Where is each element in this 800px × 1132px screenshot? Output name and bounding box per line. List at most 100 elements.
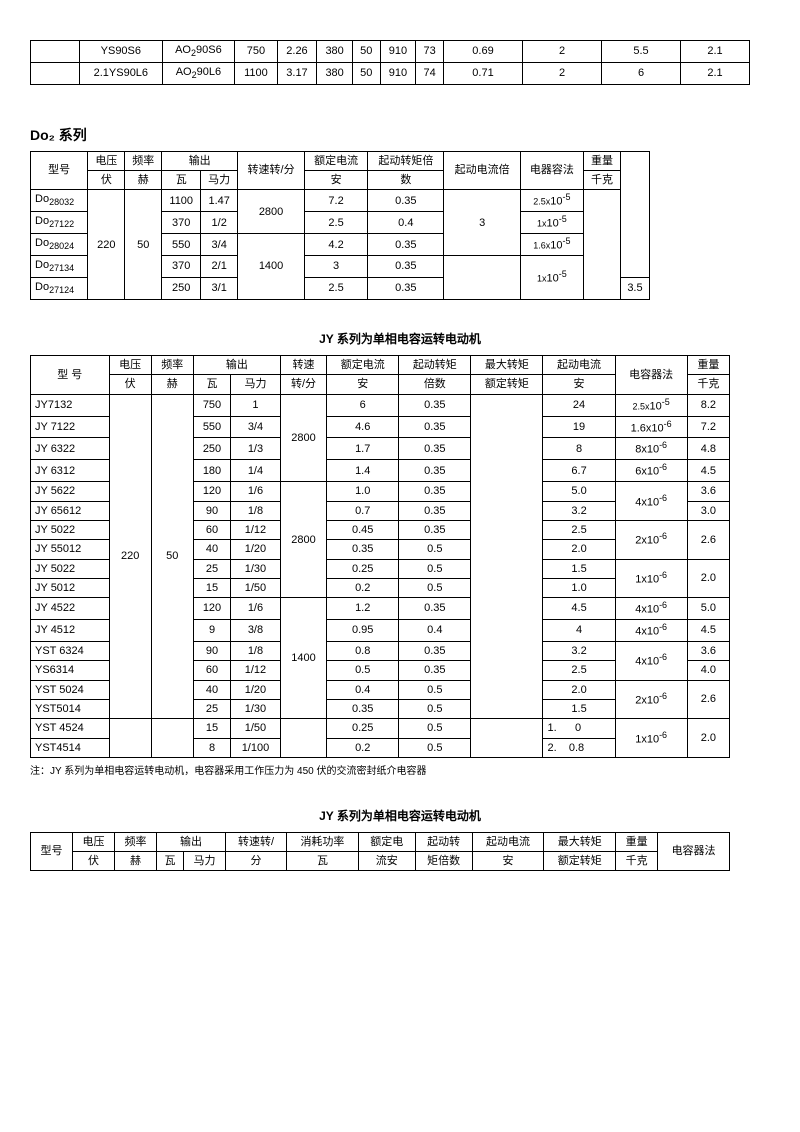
- cell: 1/20: [231, 540, 281, 559]
- cell: 750: [193, 394, 230, 416]
- cell: 1x10-5: [520, 256, 583, 300]
- cell: 50: [151, 394, 193, 719]
- cell: 0.4: [327, 680, 399, 699]
- header: 伏: [72, 852, 114, 871]
- cell: AO290L6: [162, 62, 234, 84]
- header: 型号: [31, 832, 73, 871]
- do2-table: 型号 电压 频率 输出 转速转/分 额定电流 起动转矩倍 起动电流倍 电器容法 …: [30, 151, 650, 300]
- header: 电容器法: [615, 355, 687, 394]
- cell: 2.0: [543, 680, 615, 699]
- cell: 0.35: [399, 661, 471, 680]
- cell: 3/8: [231, 620, 281, 642]
- header: 电压: [109, 355, 151, 374]
- header: 流安: [358, 852, 415, 871]
- cell: 4.0: [687, 661, 729, 680]
- cell: 2800: [280, 482, 326, 598]
- header: 输出: [162, 151, 238, 170]
- cell: 220: [109, 394, 151, 719]
- cell: 1/6: [231, 482, 281, 501]
- cell: 0.4: [399, 620, 471, 642]
- header: 额定电流: [327, 355, 399, 374]
- cell: 1.2: [327, 598, 399, 620]
- header: 赫: [125, 171, 162, 190]
- header: 重量: [583, 151, 620, 170]
- header: 千克: [687, 375, 729, 394]
- header: 电器容法: [520, 151, 583, 190]
- cell: 3.5: [620, 278, 649, 300]
- cell: 2800: [280, 394, 326, 482]
- cell: 3.6: [687, 642, 729, 661]
- cell: 370: [162, 256, 201, 278]
- cell: JY 5022: [31, 520, 110, 539]
- cell: 1x10-5: [520, 212, 583, 234]
- cell: 1.7: [327, 438, 399, 460]
- header: 安: [472, 852, 544, 871]
- cell: 0.25: [327, 559, 399, 578]
- cell: [471, 394, 543, 719]
- cell: 2x10-6: [615, 520, 687, 559]
- header: 输出: [156, 832, 225, 851]
- cell: JY 5012: [31, 578, 110, 597]
- cell: [109, 719, 151, 758]
- cell: [583, 190, 620, 300]
- cell: 1.4: [327, 460, 399, 482]
- cell: 4x10-6: [615, 598, 687, 620]
- header: 电容器法: [658, 832, 730, 871]
- cell: 4x10-6: [615, 620, 687, 642]
- cell: 4.5: [543, 598, 615, 620]
- cell: Do27124: [31, 278, 88, 300]
- cell: 1/8: [231, 501, 281, 520]
- cell: 2.26: [277, 41, 317, 63]
- cell: 6: [602, 62, 681, 84]
- header: 额定电流: [304, 151, 367, 170]
- cell: 4x10-6: [615, 642, 687, 681]
- header: 矩倍数: [415, 852, 472, 871]
- cell: 1x10-6: [615, 719, 687, 758]
- jy-note: 注：JY 系列为单相电容运转电动机，电容器采用工作压力为 450 伏的交流密封纸…: [30, 762, 770, 777]
- cell: 90: [193, 501, 230, 520]
- cell: 1/30: [231, 699, 281, 718]
- header: 消耗功率: [287, 832, 359, 851]
- cell: 0.5: [399, 699, 471, 718]
- cell: 8.2: [687, 394, 729, 416]
- cell: 1400: [280, 598, 326, 719]
- cell: 0.7: [327, 501, 399, 520]
- cell: 7.2: [304, 190, 367, 212]
- cell: 3/4: [231, 416, 281, 438]
- cell: 1/4: [231, 460, 281, 482]
- cell: 2.6: [687, 520, 729, 559]
- cell: JY 6312: [31, 460, 110, 482]
- cell: 1/8: [231, 642, 281, 661]
- cell: 0.35: [368, 190, 444, 212]
- do2-title: Do₂ 系列: [30, 125, 770, 145]
- cell: 0.35: [368, 234, 444, 256]
- header: 输出: [193, 355, 280, 374]
- cell: 380: [317, 41, 353, 63]
- header: 伏: [109, 375, 151, 394]
- cell: 3/1: [201, 278, 238, 300]
- cell: 1/30: [231, 559, 281, 578]
- cell: 90: [193, 642, 230, 661]
- header: 转速转/: [226, 832, 287, 851]
- cell: YST 5024: [31, 680, 110, 699]
- cell: 2800: [238, 190, 305, 234]
- header: 型 号: [31, 355, 110, 394]
- cell: 1/20: [231, 680, 281, 699]
- cell: 4.5: [687, 460, 729, 482]
- header: 马力: [184, 852, 226, 871]
- header: 赫: [151, 375, 193, 394]
- cell: 3/4: [201, 234, 238, 256]
- cell: 1/2: [201, 212, 238, 234]
- cell: 1/3: [231, 438, 281, 460]
- cell: 4.2: [304, 234, 367, 256]
- header: 最大转矩: [471, 355, 543, 374]
- cell: 0.45: [327, 520, 399, 539]
- cell: 750: [235, 41, 278, 63]
- header: 频率: [114, 832, 156, 851]
- cell: 0.95: [327, 620, 399, 642]
- cell: 2.1: [681, 41, 750, 63]
- cell: Do28032: [31, 190, 88, 212]
- cell: 0.35: [327, 540, 399, 559]
- header: 赫: [114, 852, 156, 871]
- cell: 8: [543, 438, 615, 460]
